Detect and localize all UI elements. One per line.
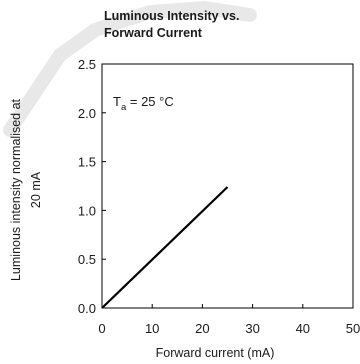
series-line [101, 186, 229, 309]
temperature-annotation: Ta = 25 °C [113, 94, 174, 113]
x-tick-label: 40 [296, 321, 310, 336]
x-tick-label: 10 [145, 321, 159, 336]
x-tick-label: 30 [245, 321, 259, 336]
y-tick-label: 2.5 [78, 57, 96, 72]
chart-title-line-1: Luminous Intensity vs. [104, 9, 239, 23]
chart-title-line-2: Forward Current [104, 26, 203, 40]
x-tick-label: 50 [346, 321, 360, 336]
y-tick-label: 0.5 [78, 252, 96, 267]
y-tick-label: 2.0 [78, 106, 96, 121]
y-axis-label-line-2: 20 mA [29, 171, 43, 208]
y-tick-label: 0.0 [78, 301, 96, 316]
plot-area-frame [101, 63, 354, 309]
y-tick-label: 1.5 [78, 155, 96, 170]
x-axis-label: Forward current (mA) [156, 346, 275, 360]
y-axis-label-line-1: Luminous intensity normalised at [9, 98, 23, 281]
x-tick-label: 0 [98, 321, 105, 336]
y-tick-label: 1.0 [78, 203, 96, 218]
watermark [3, 0, 257, 137]
x-tick-label: 20 [195, 321, 209, 336]
